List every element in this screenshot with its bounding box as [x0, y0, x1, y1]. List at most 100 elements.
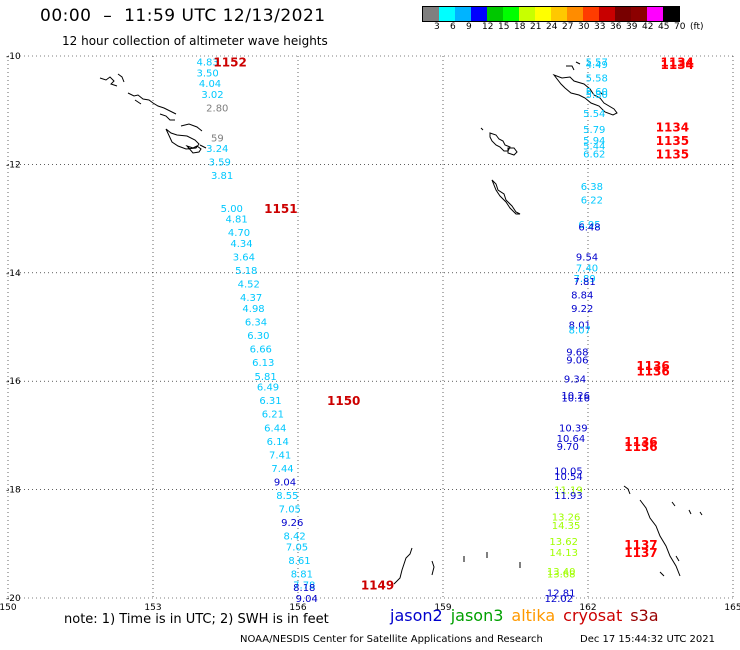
longitude-tick-label: 150	[0, 603, 17, 613]
wave-height-value: 8.55	[276, 491, 298, 502]
wave-height-value: 14.35	[552, 521, 581, 532]
color-scale-tick: 33	[594, 22, 606, 32]
wave-height-value: 8.18	[293, 583, 315, 594]
wave-height-value: 5.54	[583, 109, 605, 120]
wave-height-value: 9.04	[274, 477, 296, 488]
color-scale-tick: (ft)	[690, 22, 704, 32]
legend-item-altika: altika	[511, 606, 556, 625]
page-title: 00:00 – 11:59 UTC 12/13/2021	[40, 6, 326, 26]
orbit-number-label: 1135	[656, 148, 689, 162]
wave-height-value: 9.06	[566, 356, 588, 367]
wave-height-value: 6.31	[259, 396, 281, 407]
wave-height-value: 9.22	[571, 304, 593, 315]
color-scale-tick: 27	[562, 22, 574, 32]
latitude-tick-label: -12	[6, 160, 21, 170]
latitude-tick-label: -16	[6, 377, 21, 387]
wave-height-value: 10.26	[561, 391, 590, 402]
color-scale-tick: 21	[530, 22, 542, 32]
orbit-number-label: 1134	[661, 55, 694, 69]
orbit-number-label: 1149	[361, 578, 394, 592]
wave-height-value: 10.05	[554, 467, 583, 478]
wave-height-value: 8.84	[571, 290, 593, 301]
color-scale-tick: 12	[482, 22, 494, 32]
wave-height-value: 4.04	[199, 79, 221, 90]
orbit-number-label: 1135	[656, 134, 689, 148]
color-swatch	[647, 7, 663, 21]
wave-height-value: 14.13	[549, 548, 578, 559]
wave-height-value: 6.44	[264, 423, 286, 434]
wave-height-value: 6.14	[267, 437, 289, 448]
color-swatch	[663, 7, 679, 21]
wave-height-value: 9.54	[576, 253, 598, 264]
wave-height-value: 10.39	[559, 423, 588, 434]
latitude-tick-label: -10	[6, 52, 21, 62]
legend-item-cryosat: cryosat	[563, 606, 623, 625]
wave-height-value: 5.00	[221, 204, 243, 215]
color-scale-tick: 6	[450, 22, 456, 32]
orbit-number-label: 1136	[624, 440, 657, 454]
wave-height-value: 11.93	[554, 491, 583, 502]
color-swatch	[471, 7, 487, 21]
color-swatch	[535, 7, 551, 21]
wave-height-value: 5.57	[586, 57, 608, 68]
wave-height-value: 6.13	[252, 358, 274, 369]
wave-height-value: 8.07	[569, 326, 591, 337]
wave-height-value: 4.83	[197, 57, 219, 68]
color-scale-tick: 36	[610, 22, 622, 32]
wave-height-value: 5.94	[583, 136, 605, 147]
wave-height-value: 13.62	[549, 537, 578, 548]
latitude-tick-label: -18	[6, 486, 21, 496]
color-scale-tick: 9	[466, 22, 472, 32]
orbit-number-label: 1136	[624, 435, 657, 449]
color-swatch	[551, 7, 567, 21]
wave-height-value: 4.37	[240, 293, 262, 304]
color-swatch	[567, 7, 583, 21]
orbit-number-label: 1150	[327, 394, 360, 408]
wave-height-value: 6.38	[581, 182, 603, 193]
wave-height-value: 9.68	[566, 347, 588, 358]
wave-height-value: 5.60	[586, 87, 608, 98]
latitude-tick-label: -14	[6, 269, 21, 279]
wave-height-value: 3.81	[211, 171, 233, 182]
latitude-tick-label: -20	[6, 594, 21, 604]
orbit-track-labels: 1152115111501149113411341134113511351136…	[213, 55, 693, 592]
wave-height-value: 6.62	[583, 150, 605, 161]
color-swatch	[519, 7, 535, 21]
wave-height-value: 6.21	[262, 410, 284, 421]
longitude-tick-label: 156	[289, 603, 306, 613]
wave-height-value: 3.64	[233, 253, 255, 264]
color-swatch	[615, 7, 631, 21]
legend-item-s3a: s3a	[630, 606, 659, 625]
orbit-number-label: 1152	[213, 55, 246, 69]
wave-height-value: 7.81	[574, 277, 596, 288]
color-scale-tick: 15	[498, 22, 510, 32]
color-swatch	[583, 7, 599, 21]
orbit-number-label: 1151	[264, 202, 297, 216]
wave-height-value: 5.18	[235, 266, 257, 277]
wave-height-value: 6.49	[257, 383, 279, 394]
wave-height-value: 6.22	[581, 196, 603, 207]
legend-item-jason2: jason2	[390, 606, 443, 625]
credit-line: NOAA/NESDIS Center for Satellite Applica…	[240, 634, 543, 645]
color-scale-bar	[422, 6, 680, 22]
wave-height-value: 3.24	[206, 144, 228, 155]
color-swatch	[455, 7, 471, 21]
wave-height-value: 7.05	[279, 505, 301, 516]
color-scale-tick: 42	[642, 22, 654, 32]
wave-height-value: 11.19	[554, 486, 583, 497]
orbit-number-label: 1134	[661, 58, 694, 72]
wave-height-value: 6.95	[578, 220, 600, 231]
wave-height-value: 7.05	[286, 543, 308, 554]
legend-item-jason3: jason3	[450, 606, 504, 625]
wave-height-value: 3.50	[197, 68, 219, 79]
wave-height-value: 9.26	[281, 518, 303, 529]
color-swatch	[631, 7, 647, 21]
axis-labels: 150 153 156 159 162 165 -10 -12 -14 -16 -18 -20	[0, 52, 740, 613]
wave-height-value: 5.44	[583, 141, 605, 152]
color-scale-tick: 45	[658, 22, 670, 32]
coastlines	[99, 61, 703, 585]
wave-height-value: 9.04	[296, 594, 318, 605]
wave-height-value: 9.70	[557, 442, 579, 453]
wave-height-value: 6.34	[245, 318, 267, 329]
